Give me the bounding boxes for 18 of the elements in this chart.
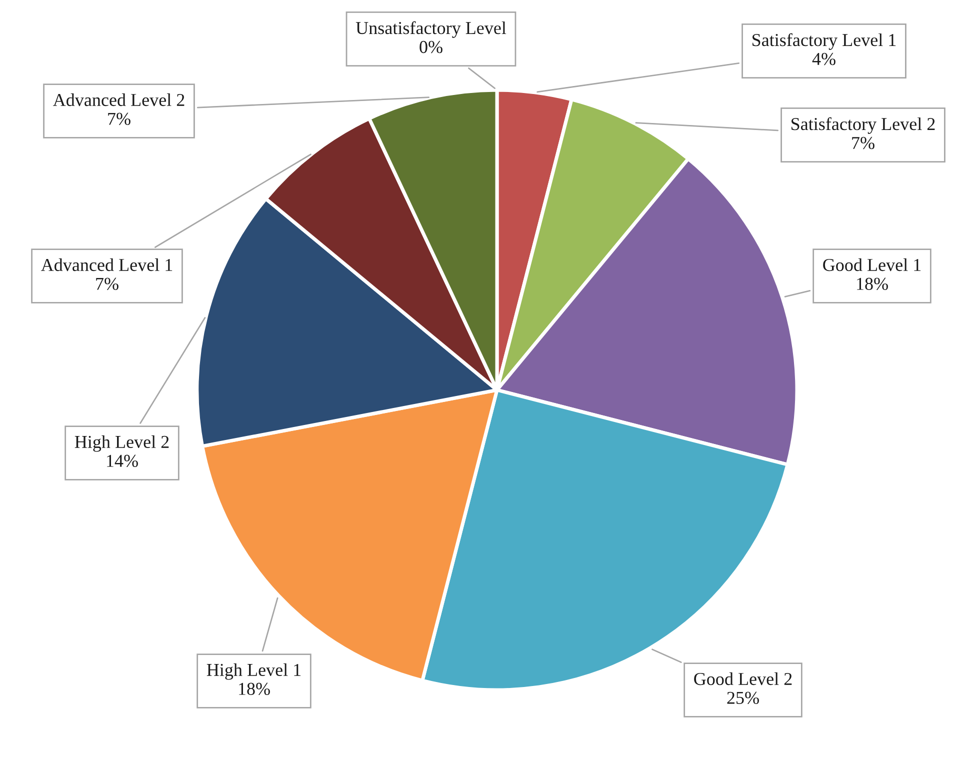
slice-label: High Level 2 <box>74 435 169 452</box>
slice-label: Satisfactory Level 1 <box>752 33 896 50</box>
data-label: 7% <box>96 278 118 290</box>
data-label: 25% <box>727 692 759 704</box>
data-label: 7% <box>108 112 130 126</box>
slice-label: Good Level 2 <box>694 672 792 686</box>
data-label: 14% <box>107 454 138 468</box>
category-label: Unsatisfactory Level <box>356 21 506 38</box>
data-label: 7% <box>852 136 874 150</box>
slice-label: Good Level 1 <box>823 258 921 272</box>
data-label: 4% <box>812 52 836 66</box>
slice-label: High Level 1 <box>206 663 301 680</box>
slice-label: Advanced Level 2 <box>53 93 184 106</box>
data-label: 18% <box>239 682 270 696</box>
text: 0% <box>420 40 442 54</box>
slice-label: Advanced Level 1 <box>41 258 172 272</box>
data-label: 18% <box>857 278 888 290</box>
slice-label: Satisfactory Level 2 <box>792 117 935 134</box>
